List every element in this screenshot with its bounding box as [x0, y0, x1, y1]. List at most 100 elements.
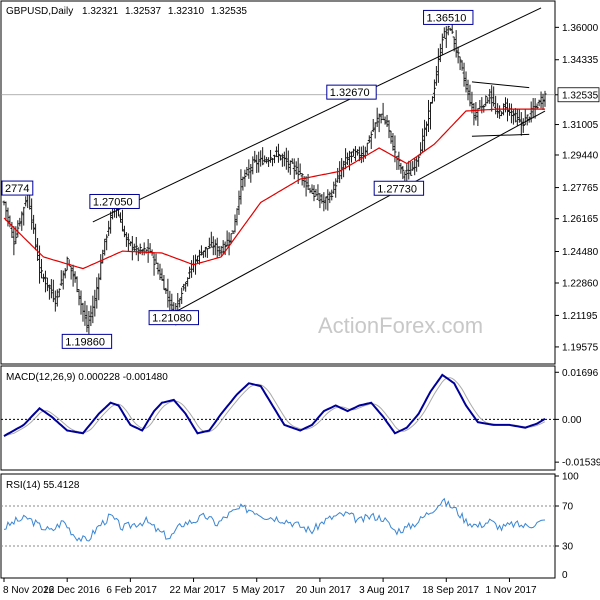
price-bar	[97, 273, 101, 301]
price-bar	[201, 250, 205, 259]
price-bar	[225, 230, 229, 247]
price-bar	[253, 150, 257, 163]
price-bar	[213, 239, 217, 256]
price-bar	[280, 153, 284, 167]
time-tick-label: 20 Jun 2017	[296, 585, 351, 596]
price-bar	[184, 281, 188, 292]
price-bar	[20, 211, 24, 231]
price-bar	[274, 146, 278, 158]
price-bar	[237, 190, 241, 215]
triangle-trendline	[471, 81, 530, 89]
price-bar	[211, 236, 215, 256]
price-bar	[197, 249, 201, 265]
macd-tick-label: -0.015394	[562, 458, 600, 469]
price-callout: 1.36510	[423, 9, 474, 25]
macd-tick-label: 0.00	[562, 415, 582, 426]
price-bar	[312, 185, 316, 202]
price-bar	[505, 98, 509, 122]
price-bar	[385, 114, 389, 127]
price-bar	[40, 259, 44, 279]
price-bar	[38, 245, 42, 284]
price-callout-box	[89, 193, 140, 209]
price-bar	[517, 109, 521, 123]
price-bar	[22, 206, 26, 226]
price-bar	[336, 167, 340, 183]
price-bar	[525, 114, 529, 126]
price-bar	[152, 253, 156, 276]
price-bar	[504, 97, 508, 113]
price-bar	[231, 230, 235, 234]
price-bar	[397, 151, 401, 170]
price-bar	[109, 211, 113, 234]
price-tick-label: 1.34335	[562, 55, 599, 66]
price-bar	[496, 103, 500, 118]
price-bar	[284, 147, 288, 170]
price-bar	[515, 108, 519, 126]
price-bar	[249, 164, 253, 183]
price-bar	[434, 66, 438, 86]
title-separator: ,	[48, 6, 51, 17]
price-bar	[326, 189, 330, 211]
price-bar	[470, 91, 474, 114]
price-bar	[36, 237, 40, 261]
time-tick-label: 3 Aug 2017	[359, 585, 410, 596]
rsi-panel-title: RSI(14) 55.4128	[6, 480, 80, 491]
price-bar	[24, 196, 28, 207]
price-bar	[383, 116, 387, 125]
price-bar	[359, 146, 363, 164]
price-bar	[188, 266, 192, 279]
price-bar	[539, 91, 543, 109]
macd-tick-label: 0.01696	[562, 368, 599, 379]
price-bar	[391, 133, 395, 151]
price-bar	[511, 109, 515, 125]
price-bar	[322, 192, 326, 212]
price-bar	[430, 96, 434, 104]
rsi-panel-frame	[0, 473, 556, 579]
price-callout-label: 2774	[5, 183, 29, 195]
price-bar	[186, 277, 190, 287]
price-bar	[235, 208, 239, 226]
symbol-label: GBPUSD	[6, 6, 48, 17]
price-panel-title: GBPUSD,Daily 1.32321 1.32537 1.32310 1.3…	[6, 6, 247, 17]
price-bar	[365, 142, 369, 155]
price-bar	[543, 90, 547, 107]
price-bar	[101, 249, 105, 264]
time-tick-label: 8 Nov 2016	[3, 585, 55, 596]
price-bar	[498, 105, 502, 119]
price-bar	[393, 135, 397, 163]
price-bar	[490, 85, 494, 112]
price-bar	[332, 181, 336, 195]
price-tick-label: 1.19575	[562, 342, 599, 353]
price-bar	[294, 161, 298, 175]
price-tick-label: 1.21195	[562, 311, 598, 322]
ohlc-close: 1.32535	[211, 6, 248, 17]
price-bar	[32, 214, 36, 234]
price-bar	[148, 243, 152, 253]
price-bar	[45, 277, 49, 292]
price-callout-box	[373, 180, 425, 196]
price-bar	[304, 176, 308, 197]
price-bar	[438, 43, 442, 63]
price-callout-label: 1.21080	[152, 313, 192, 325]
price-bar	[377, 113, 381, 133]
price-bar	[63, 268, 67, 279]
price-bar	[413, 158, 417, 176]
price-panel-frame	[0, 0, 556, 365]
price-callout-box	[148, 310, 200, 326]
price-bar	[215, 237, 219, 258]
price-bar	[513, 108, 517, 123]
price-bar	[132, 243, 136, 252]
time-tick-label: 22 Mar 2017	[170, 585, 227, 596]
price-bar	[492, 86, 496, 107]
price-callout-label: 1.36510	[427, 12, 467, 24]
price-bar	[199, 245, 203, 256]
price-bar	[203, 246, 207, 258]
price-tick-label: 1.29440	[562, 150, 599, 161]
price-bar	[472, 103, 476, 126]
price-bar	[142, 242, 146, 256]
ohlc-high: 1.32537	[125, 6, 162, 17]
macd-signal-line	[3, 377, 546, 437]
price-bar	[178, 298, 182, 308]
price-callout: 1.19860	[61, 333, 113, 349]
price-bar	[521, 118, 525, 133]
